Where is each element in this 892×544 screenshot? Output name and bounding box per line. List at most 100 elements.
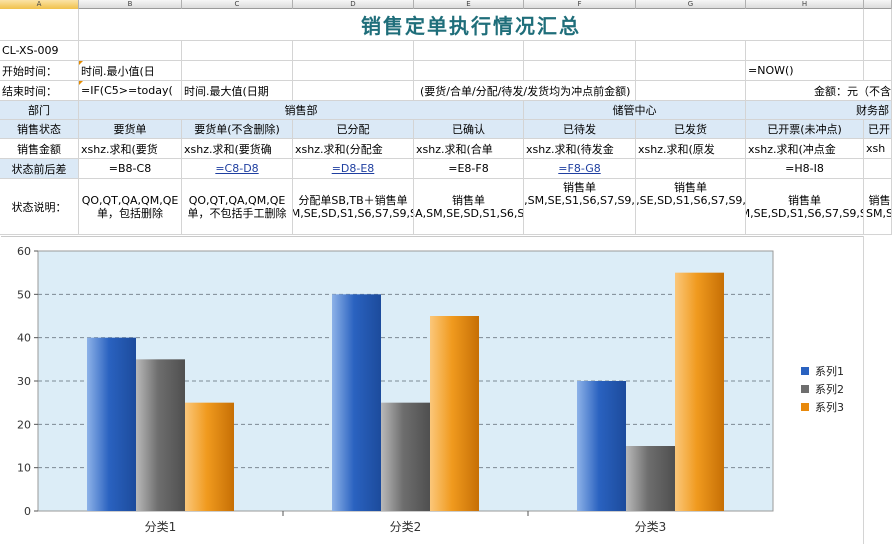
status-d[interactable]: 已分配 [293,120,414,139]
status-c[interactable]: 要货单(不含删除) [182,120,293,139]
cell-d3[interactable] [293,61,414,81]
y-tick-label: 30 [17,375,31,388]
column-header-a[interactable]: A [0,0,79,9]
status-f[interactable]: 已待发 [524,120,636,139]
diff-g[interactable] [636,159,746,179]
bar-3-2[interactable] [430,316,479,511]
legend-label: 系列2 [815,383,844,396]
desc-f[interactable]: 销售单SO,ST,SD,SA,SM,SE,S1,S6,S7,S9,SF,TS>=… [524,179,636,235]
cell-d2[interactable] [293,41,414,61]
column-header-h[interactable]: H [746,0,864,9]
status-b[interactable]: 要货单 [79,120,182,139]
amount-h[interactable]: xshz.求和(冲点金 [746,139,864,159]
bar-2-2[interactable] [381,402,430,511]
desc-e[interactable]: 销售单SO,ST,SA,SM,SE,SD,S1,S6,S9,SF,TS [414,179,524,235]
column-header-e[interactable]: E [414,0,524,9]
desc-i[interactable]: 销售SM,S [864,179,892,235]
cell-h2[interactable] [746,41,864,61]
column-header-i[interactable] [864,0,892,9]
diff-f[interactable]: =F8-G8 [524,159,636,179]
start-time-value[interactable]: 时间.最小值(日 [79,61,182,81]
amount-d[interactable]: xshz.求和(分配金 [293,139,414,159]
cell-b2[interactable] [79,41,182,61]
amount-i[interactable]: xsh [864,139,892,159]
amount-note-cell[interactable]: (要货/合单/分配/待发/发货均为冲点前金额) [414,81,636,101]
cell-i3[interactable] [864,61,892,81]
diff-c[interactable]: =C8-D8 [182,159,293,179]
legend-label: 系列3 [815,401,844,414]
end-time-label[interactable]: 结束时间： [0,81,79,101]
cell-d4[interactable] [293,81,414,101]
cell-g2[interactable] [636,41,746,61]
amount-f[interactable]: xshz.求和(待发金 [524,139,636,159]
diff-e[interactable]: =E8-F8 [414,159,524,179]
diff-d[interactable]: =D8-E8 [293,159,414,179]
dept-storage[interactable]: 储管中心 [524,101,746,120]
now-formula-cell[interactable]: =NOW() [746,61,864,81]
column-header-c[interactable]: C [182,0,293,9]
dept-header-label[interactable]: 部门 [0,101,79,120]
amount-e[interactable]: xshz.求和(合单 [414,139,524,159]
status-label[interactable]: 销售状态 [0,120,79,139]
status-h[interactable]: 已开票(未冲点) [746,120,864,139]
cell-c3[interactable] [182,61,293,81]
desc-b[interactable]: QO,QT,QA,QM,QE单，包括删除 [79,179,182,235]
bar-3-1[interactable] [185,402,234,511]
desc-label[interactable]: 状态说明： [0,179,79,235]
cell-f2[interactable] [524,41,636,61]
amount-g[interactable]: xshz.求和(原发 [636,139,746,159]
bar-3-3[interactable] [675,272,724,511]
cell-i-chart-area[interactable] [863,236,892,544]
status-e[interactable]: 已确认 [414,120,524,139]
start-time-text: 时间.最小值(日 [81,64,155,78]
status-g[interactable]: 已发货 [636,120,746,139]
doc-code-cell[interactable]: CL-XS-009 [0,41,79,61]
cell-e2[interactable] [414,41,524,61]
dept-sales[interactable]: 销售部 [79,101,524,120]
embedded-bar-chart[interactable]: 0 10 20 30 40 50 60 分类1 分类2 分类3 系列1 系列2 系列3 [1,236,863,544]
unit-note-cell[interactable]: 金额：元（不含 [746,81,892,101]
desc-h[interactable]: 销售单SO,ST,SA,SM,SE,SD,S1,S6,S7,S9,SF,TS>=… [746,179,864,235]
legend-swatch [801,385,809,393]
legend-entry: 系列2 [801,380,844,398]
amount-label[interactable]: 销售金额 [0,139,79,159]
start-time-label[interactable]: 开始时间： [0,61,79,81]
column-header-bar: A B C D E F G H [0,0,892,9]
column-header-g[interactable]: G [636,0,746,9]
column-header-d[interactable]: D [293,0,414,9]
bar-1-3[interactable] [577,381,626,511]
column-header-f[interactable]: F [524,0,636,9]
sheet-title[interactable]: 销售定单执行情况汇总 [79,9,864,41]
chart-legend: 系列1 系列2 系列3 [801,362,844,416]
diff-b[interactable]: =B8-C8 [79,159,182,179]
amount-b[interactable]: xshz.求和(要货 [79,139,182,159]
x-tick-label: 分类3 [635,520,667,534]
end-time-formula[interactable]: =IF(C5>=today( [79,81,182,101]
cell-i2[interactable] [864,41,892,61]
cell-c2[interactable] [182,41,293,61]
y-tick-label: 60 [17,245,31,258]
cell-e3[interactable] [414,61,524,81]
diff-i[interactable] [864,159,892,179]
bar-2-3[interactable] [626,446,675,511]
desc-c[interactable]: QO,QT,QA,QM,QE单，不包括手工删除 [182,179,293,235]
cell-i1[interactable] [864,9,892,41]
cell-g4[interactable] [636,81,746,101]
bar-2-1[interactable] [136,359,185,511]
amount-c[interactable]: xshz.求和(要货确 [182,139,293,159]
status-i[interactable]: 已开 [864,120,892,139]
comment-marker-icon [79,61,83,65]
diff-label[interactable]: 状态前后差 [0,159,79,179]
desc-g[interactable]: 销售单SO,ST,SA,SM,SE,SD,S1,S6,S7,S9,SF,TS>=… [636,179,746,235]
y-tick-label: 20 [17,418,31,431]
cell-g3[interactable] [636,61,746,81]
cell-f3[interactable] [524,61,636,81]
bar-1-1[interactable] [87,337,136,511]
dept-finance[interactable]: 财务部 [746,101,892,120]
desc-d[interactable]: 分配单SB,TB＋销售单SA,SM,SE,SD,S1,S6,S7,S9,SF,T… [293,179,414,235]
cell-a1[interactable] [0,9,79,41]
diff-h[interactable]: =H8-I8 [746,159,864,179]
column-header-b[interactable]: B [79,0,182,9]
end-time-value[interactable]: 时间.最大值(日期 [182,81,293,101]
bar-1-2[interactable] [332,294,381,511]
